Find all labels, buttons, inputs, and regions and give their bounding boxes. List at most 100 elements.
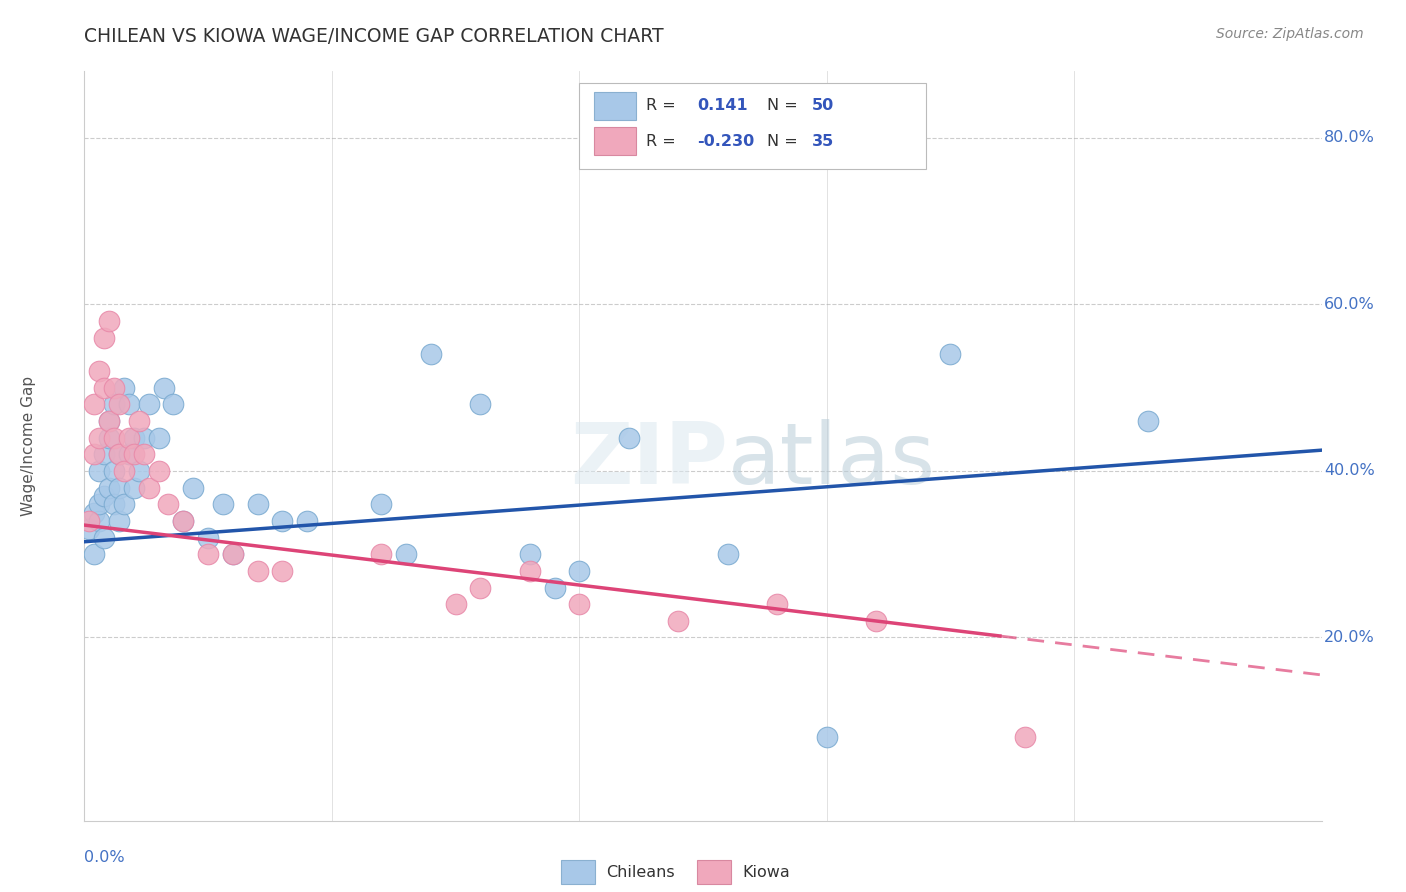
Point [212, 497, 235, 511]
FancyBboxPatch shape [579, 83, 925, 169]
Point [93, 381, 115, 395]
Text: 35: 35 [811, 134, 834, 149]
Point [370, 497, 392, 511]
Point [89, 497, 111, 511]
Point [83, 506, 105, 520]
Point [543, 581, 565, 595]
Point [122, 447, 145, 461]
Text: Chileans: Chileans [606, 865, 675, 880]
Point [271, 564, 294, 578]
Point [1014, 731, 1036, 745]
Point [1137, 414, 1160, 428]
Point [79, 514, 101, 528]
Point [118, 431, 141, 445]
Point [98, 414, 121, 428]
Point [122, 481, 145, 495]
Point [865, 614, 887, 628]
Point [89, 514, 111, 528]
Point [568, 597, 591, 611]
Point [148, 464, 170, 478]
Point [93, 531, 115, 545]
Point [939, 347, 962, 361]
Point [108, 397, 131, 411]
Text: Kiowa: Kiowa [742, 865, 790, 880]
Point [148, 431, 170, 445]
Point [222, 547, 245, 561]
Point [118, 447, 141, 461]
Point [519, 564, 541, 578]
Text: 40.0%: 40.0% [1324, 464, 1375, 478]
Text: 0.141: 0.141 [697, 98, 748, 113]
Point [470, 397, 492, 411]
Point [162, 397, 184, 411]
Point [108, 447, 131, 461]
Point [83, 547, 105, 561]
Point [172, 514, 194, 528]
Point [370, 547, 392, 561]
Point [98, 431, 121, 445]
Text: N =: N = [768, 98, 799, 113]
Point [568, 564, 591, 578]
Point [89, 364, 111, 378]
Point [138, 481, 160, 495]
Point [717, 547, 740, 561]
Point [157, 497, 180, 511]
Point [444, 597, 467, 611]
Point [617, 431, 640, 445]
Text: CHILEAN VS KIOWA WAGE/INCOME GAP CORRELATION CHART: CHILEAN VS KIOWA WAGE/INCOME GAP CORRELA… [84, 27, 664, 45]
Text: 80.0%: 80.0% [1324, 130, 1375, 145]
FancyBboxPatch shape [697, 861, 731, 884]
Text: ZIP: ZIP [569, 419, 728, 502]
Point [152, 381, 174, 395]
Text: N =: N = [768, 134, 799, 149]
Point [295, 514, 318, 528]
FancyBboxPatch shape [595, 92, 636, 120]
FancyBboxPatch shape [595, 127, 636, 155]
Point [197, 547, 219, 561]
Point [89, 431, 111, 445]
Point [103, 464, 125, 478]
Point [93, 331, 115, 345]
Point [103, 497, 125, 511]
Point [108, 514, 131, 528]
Point [419, 347, 441, 361]
Point [395, 547, 418, 561]
Point [108, 481, 131, 495]
Point [132, 447, 155, 461]
Point [79, 522, 101, 536]
Point [181, 481, 204, 495]
Point [128, 414, 150, 428]
Point [93, 489, 115, 503]
Point [103, 381, 125, 395]
Point [112, 381, 135, 395]
Point [666, 614, 689, 628]
Point [118, 397, 141, 411]
Text: -0.230: -0.230 [697, 134, 754, 149]
FancyBboxPatch shape [561, 861, 595, 884]
Text: atlas: atlas [728, 419, 936, 502]
Point [519, 547, 541, 561]
Text: Wage/Income Gap: Wage/Income Gap [21, 376, 37, 516]
Point [222, 547, 245, 561]
Point [89, 464, 111, 478]
Point [766, 597, 789, 611]
Point [246, 497, 269, 511]
Text: Source: ZipAtlas.com: Source: ZipAtlas.com [1216, 27, 1364, 41]
Text: 20.0%: 20.0% [1324, 630, 1375, 645]
Text: 50: 50 [811, 98, 834, 113]
Point [132, 431, 155, 445]
Text: R =: R = [647, 134, 676, 149]
Point [172, 514, 194, 528]
Text: R =: R = [647, 98, 676, 113]
Point [246, 564, 269, 578]
Point [112, 464, 135, 478]
Point [108, 447, 131, 461]
Point [138, 397, 160, 411]
Text: 60.0%: 60.0% [1324, 297, 1375, 312]
Text: 0.0%: 0.0% [84, 850, 125, 865]
Point [197, 531, 219, 545]
Point [98, 481, 121, 495]
Point [815, 731, 838, 745]
Point [93, 447, 115, 461]
Point [122, 431, 145, 445]
